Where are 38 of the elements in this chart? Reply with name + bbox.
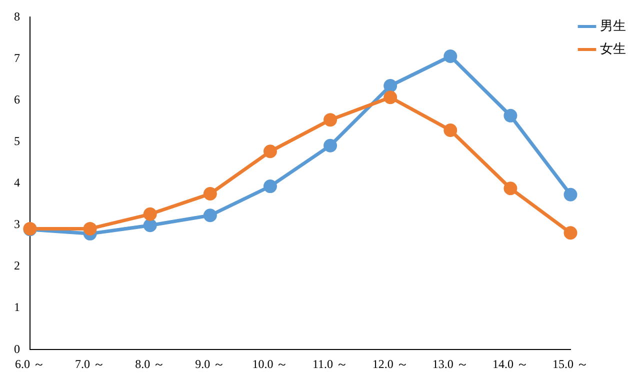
x-tick-label: 15.0 ～ — [552, 356, 588, 371]
x-tick-label: 10.0 ～ — [252, 356, 288, 371]
point — [263, 180, 277, 194]
x-tick-label: 8.0 ～ — [135, 356, 166, 371]
point — [143, 207, 157, 221]
point — [203, 187, 217, 201]
x-tick-label: 9.0 ～ — [195, 356, 226, 371]
point — [444, 123, 458, 137]
point — [203, 208, 217, 222]
point — [564, 188, 578, 202]
point — [384, 90, 398, 104]
point — [384, 79, 398, 93]
legend-label: 男生 — [600, 18, 626, 34]
y-tick-label: 0 — [14, 342, 20, 356]
y-tick-label: 1 — [14, 300, 20, 314]
x-tick-label: 7.0 ～ — [75, 356, 106, 371]
y-tick-label: 2 — [14, 258, 20, 273]
y-tick-label: 4 — [14, 176, 20, 190]
x-tick-label: 12.0 ～ — [372, 356, 408, 371]
point — [324, 138, 338, 152]
y-tick-label: 5 — [14, 134, 20, 148]
y-tick-label: 7 — [14, 50, 20, 65]
x-tick-label: 6.0 ～ — [15, 356, 45, 371]
point — [504, 108, 518, 122]
y-tick-label: 6 — [14, 92, 20, 106]
point — [564, 226, 578, 240]
y-tick-label: 3 — [14, 217, 20, 232]
point — [83, 222, 97, 236]
legend-label: 女生 — [600, 42, 626, 57]
point — [143, 218, 157, 232]
y-tick-label: 8 — [14, 9, 20, 24]
point — [504, 182, 518, 196]
x-tick-label: 14.0 ～ — [492, 356, 528, 371]
point — [444, 50, 458, 64]
point — [263, 144, 277, 158]
x-tick-label: 11.0 ～ — [312, 356, 348, 371]
x-tick-label: 13.0 ～ — [432, 356, 468, 371]
point — [324, 113, 338, 127]
